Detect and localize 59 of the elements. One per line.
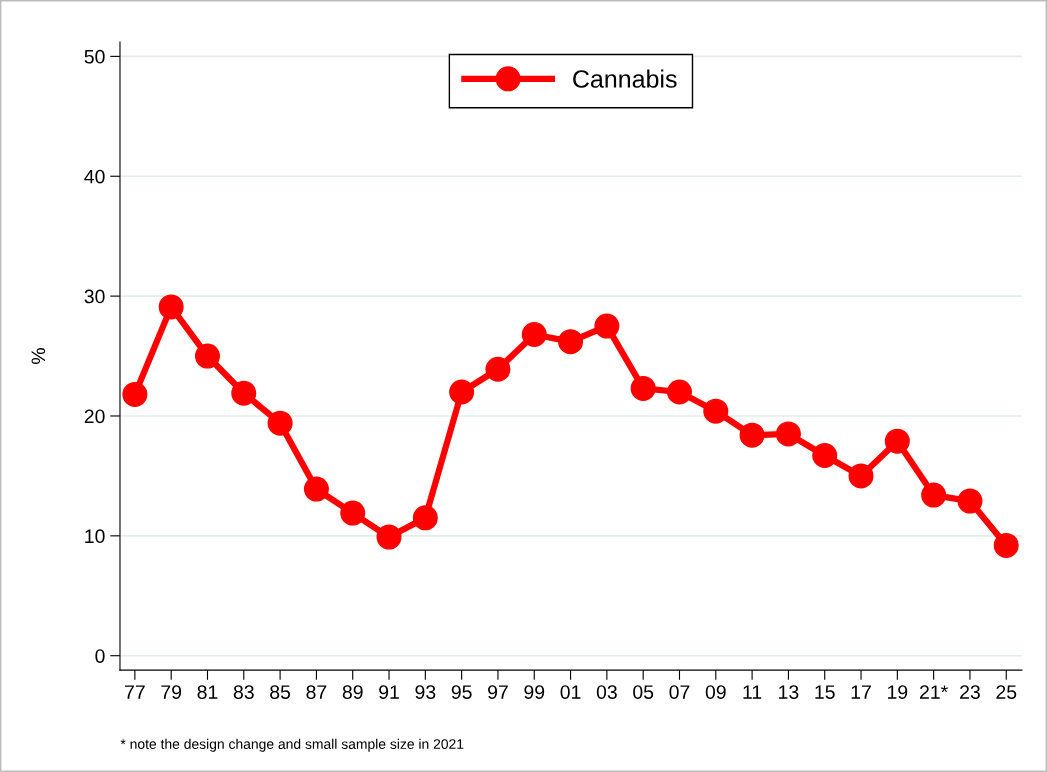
x-tick-label: 99 (524, 685, 545, 699)
x-tick-label: 25 (996, 685, 1017, 699)
x-tick-label: 17 (851, 685, 871, 699)
x-tick-label: 15 (815, 685, 835, 699)
y-axis-title: % (31, 348, 46, 364)
point (775, 421, 801, 447)
point (993, 532, 1019, 558)
x-tick-label: 01 (560, 685, 581, 699)
point (703, 398, 729, 424)
y-tick-label: 20 (84, 409, 105, 424)
point (594, 313, 620, 339)
x-tick-label: 77 (125, 685, 145, 699)
x-tick-label: 09 (705, 685, 726, 699)
point (921, 482, 947, 508)
point (848, 463, 874, 489)
y-tick-label: 30 (84, 289, 105, 304)
point (630, 375, 656, 401)
point (194, 343, 220, 369)
x-tick-label: 95 (451, 685, 472, 699)
x-tick-label: 83 (233, 685, 254, 699)
x-tick-label: 05 (633, 685, 654, 699)
x-tick-label: 89 (342, 685, 363, 699)
x-tick-label: 03 (596, 685, 617, 699)
point (412, 505, 438, 531)
point (485, 356, 511, 382)
x-tick-label: 13 (779, 685, 799, 699)
point (884, 428, 910, 454)
y-tick-label: 10 (85, 529, 105, 544)
point (957, 488, 983, 514)
point (812, 443, 838, 469)
y-tick-label: 50 (84, 49, 105, 64)
point (267, 410, 293, 436)
x-tick-label: 93 (415, 685, 436, 699)
x-tick-label: 19 (888, 685, 908, 699)
point (122, 381, 148, 407)
x-tick-label: 91 (379, 685, 399, 699)
point (666, 379, 692, 405)
point (521, 321, 547, 347)
text: * note the design change and small sample size in 2021 (120, 738, 464, 752)
x-tick-label: 85 (270, 685, 291, 699)
point (303, 476, 329, 502)
x-tick-label: 23 (960, 685, 980, 699)
x-tick-label: 21* (920, 685, 948, 699)
point (231, 380, 257, 406)
point (739, 422, 765, 448)
x-tick-label: 07 (669, 685, 690, 699)
point (158, 294, 184, 320)
y-tick-label: 0 (95, 649, 105, 663)
x-tick-label: 97 (488, 685, 508, 699)
x-tick-label: 81 (197, 685, 218, 699)
point (558, 329, 584, 355)
point (340, 500, 366, 526)
y-tick-label: 40 (84, 169, 105, 184)
x-tick-label: 79 (161, 685, 182, 699)
x-tick-label: 87 (306, 685, 327, 699)
point (376, 524, 402, 550)
x-tick-label: 11 (743, 685, 762, 699)
point (449, 379, 475, 405)
legend-label: Cannabis (573, 69, 677, 88)
